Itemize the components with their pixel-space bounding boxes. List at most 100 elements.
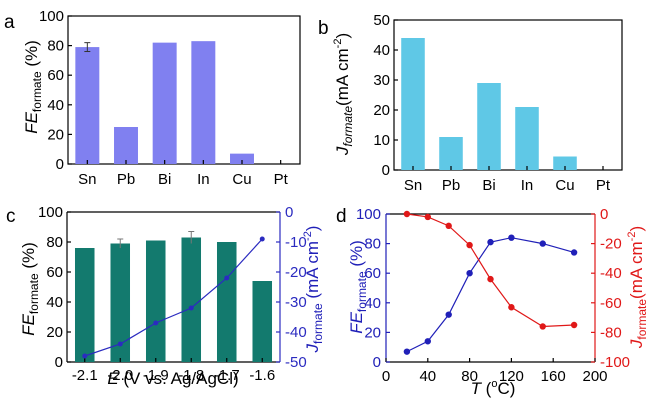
panel-d-ytick-left-label: 40 (364, 295, 381, 312)
panel-d-ylabel-right: Jformate(mA cm-2) (626, 226, 649, 349)
panel-c-point-jformate (82, 353, 88, 359)
panel-c-point-jformate (224, 275, 230, 281)
panel-c-ytick-right-label: -20 (285, 264, 307, 281)
panel-c-xtick-label: -1.6 (249, 367, 275, 384)
panel-a-bar-bi (152, 42, 177, 164)
panel-d-line-j (406, 213, 575, 328)
panel-a-ytick-label: 20 (47, 126, 64, 143)
panel-d-point-j (445, 222, 452, 230)
panel-d-xlabel: T (oC) (471, 378, 516, 398)
panel-d-point-j (508, 304, 515, 311)
panel-b-bar-cu (553, 156, 577, 170)
panel-a-xtick-label: Cu (232, 171, 251, 188)
panel-a-xtick-label: Bi (158, 171, 171, 188)
panel-a-xtick-label: Pt (274, 171, 289, 188)
panel-d-point-j (487, 275, 494, 283)
panel-label-a: a (4, 12, 15, 33)
panel-c-xtick-label: -1.8 (178, 367, 204, 384)
panel-d-xtick-label: 0 (382, 368, 390, 385)
panel-c-ytick-left-label: 100 (38, 204, 63, 221)
panel-c-ytick-right-label: -40 (285, 324, 307, 341)
panel-b-xtick-label: Pb (442, 177, 460, 194)
panel-b-ylabel: Jformate(mA cm-2) (332, 33, 355, 156)
panel-c-chart: 0 20 40 60 80 100 -50 -40 -30 -20 -10 0 -2.1 -2.0 -1.9… (38, 204, 307, 384)
panel-d-ytick-left-label: 0 (373, 354, 381, 371)
panel-d-xtick-label: 200 (582, 368, 607, 385)
panel-c-bar (216, 242, 237, 362)
panel-d-point-fe (466, 270, 473, 277)
panel-c-ytick-left-label: 0 (55, 354, 63, 371)
panel-b-ytick-label: 30 (373, 72, 390, 89)
panel-d-ytick-right-label: -20 (600, 236, 622, 253)
panel-b-bar-pb (439, 137, 463, 170)
panel-d-ytick-right-label: -80 (600, 324, 622, 341)
panel-c-ytick-right-label: -10 (285, 234, 307, 251)
panel-d-ytick-right-label: -60 (600, 295, 622, 312)
panel-c-point-jformate (259, 236, 265, 242)
panel-d-ytick-right-label: -100 (600, 354, 630, 371)
panel-a-bar-in (191, 41, 216, 164)
panel-label-d: d (336, 206, 347, 227)
panel-d-point-fe (539, 240, 546, 247)
panel-b-ytick-label: 20 (373, 102, 390, 119)
panel-d-ytick-left-label: 60 (364, 265, 381, 282)
panel-c-line-jformate (84, 238, 263, 357)
panel-b-bar-in (515, 107, 539, 170)
panel-d-point-j (424, 213, 431, 221)
panel-a-frame (67, 15, 301, 165)
panel-c-bar (145, 240, 166, 362)
panel-c-ytick-left-label: 80 (46, 234, 63, 251)
panel-c-ylabel-left: FEformate (%) (19, 242, 41, 336)
panel-c-ytick-right-label: -50 (285, 354, 307, 371)
panel-d-ylabel-left: FEformate (%) (347, 240, 369, 334)
panel-a-bar-pb (114, 127, 138, 164)
panel-d-point-fe (508, 234, 515, 241)
panel-c-point-jformate (188, 305, 194, 311)
panel-d-ytick-right-label: 0 (600, 206, 608, 223)
panel-d-point-j (466, 241, 473, 249)
panel-d-line-fe (406, 237, 575, 353)
panel-d-point-j (403, 210, 411, 218)
panel-d-point-fe (424, 338, 431, 345)
panel-d-chart: 0 40 80 120 160 200 0 20 40 60 80 100 -100 -80 -60 -40 -… (356, 206, 630, 385)
panel-a-ytick-label: 80 (47, 38, 64, 55)
panel-c-point-jformate (117, 341, 123, 347)
panel-d-xtick-label: 40 (419, 368, 436, 385)
panel-d-ytick-left-label: 80 (364, 236, 381, 253)
panel-label-b: b (318, 18, 329, 39)
panel-d-ytick-right-label: -40 (600, 265, 622, 282)
panel-c-bar (74, 248, 95, 362)
panel-d-xtick-label: 80 (461, 368, 478, 385)
panel-d-point-fe (487, 238, 494, 246)
panel-d-point-j (570, 321, 578, 329)
panel-a-xtick-label: In (197, 171, 210, 188)
panel-d-xtick-label: 120 (499, 368, 524, 385)
panel-b-frame (393, 19, 623, 171)
panel-a-ytick-label: 60 (47, 67, 64, 84)
panel-d-xtick-label: 160 (541, 368, 566, 385)
panel-c-bar (252, 281, 273, 362)
panel-label-c: c (6, 206, 16, 227)
panel-a-chart: 0 20 40 60 80 100 Sn Pb Bi In Cu Pt (39, 8, 301, 188)
panel-d-ytick-left-label: 20 (364, 324, 381, 341)
panel-c-ytick-left-label: 60 (46, 264, 63, 281)
panel-b-ytick-label: 0 (382, 162, 390, 179)
panel-a-xtick-label: Pb (117, 171, 135, 188)
panel-a-ytick-label: 100 (39, 8, 64, 25)
panel-c-ytick-right-label: -30 (285, 294, 307, 311)
panel-a-bar-sn (75, 47, 100, 164)
panel-c-xlabel: E (V vs. Ag/AgCl) (107, 369, 238, 388)
panel-c-xtick-label: -2.0 (107, 367, 133, 384)
panel-d-point-fe (403, 348, 411, 355)
panel-c-bar (110, 243, 131, 362)
panel-a-xtick-label: Sn (78, 171, 96, 188)
panel-b-bar-bi (477, 83, 501, 170)
panel-b-xtick-label: Cu (555, 177, 574, 194)
panel-d-point-fe (445, 311, 452, 318)
panel-c-xtick-label: -2.1 (72, 367, 98, 384)
panel-b-xtick-label: Pt (596, 177, 611, 194)
panel-c-xtick-label: -1.9 (143, 367, 169, 384)
panel-b-ytick-label: 50 (373, 12, 390, 29)
panel-d-point-j (539, 323, 546, 330)
